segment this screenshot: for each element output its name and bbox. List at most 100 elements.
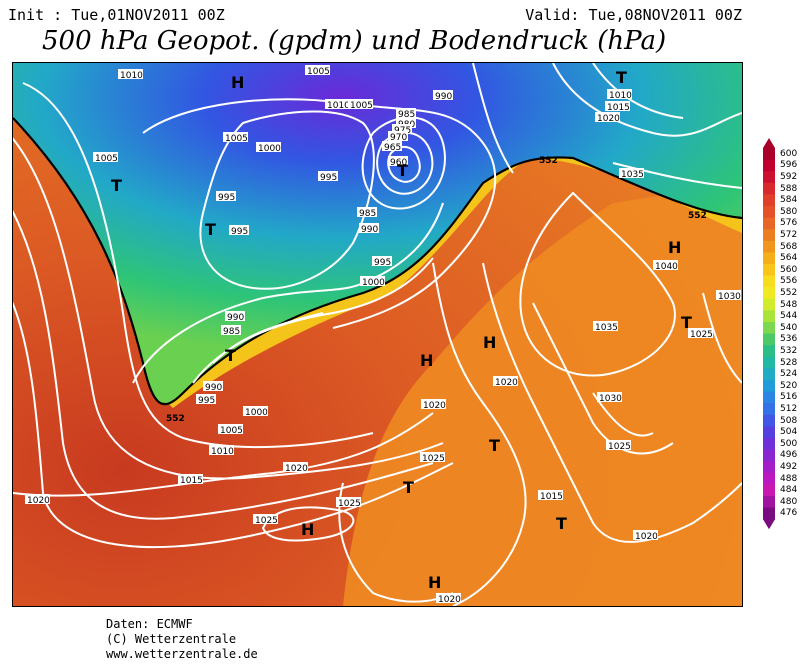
legend-swatch	[763, 252, 775, 265]
pressure-centres: H H H H H H T T T T T T T T T	[111, 68, 692, 592]
legend-label: 560	[780, 264, 798, 275]
map-title: 500 hPa Geopot. (gpdm) und Bodendruck (h…	[42, 26, 667, 56]
svg-text:995: 995	[218, 193, 235, 203]
label-1020-a: 1020	[283, 462, 308, 474]
svg-text:1035: 1035	[621, 170, 644, 180]
legend-label: 500	[780, 438, 798, 449]
label-1000-c: 1000	[360, 276, 385, 288]
cold-airmass	[13, 63, 742, 405]
svg-text:1005: 1005	[225, 134, 248, 144]
label-990-c: 990	[359, 223, 379, 235]
label-1015-c: 1015	[605, 101, 630, 113]
label-1035-a: 1035	[593, 321, 618, 333]
label-985-c: 985	[396, 108, 416, 120]
high-marker: H	[483, 333, 496, 352]
svg-text:1025: 1025	[422, 454, 445, 464]
label-1010-b: 1010	[209, 445, 234, 457]
legend-label: 564	[780, 253, 798, 264]
legend-swatch	[763, 206, 775, 219]
label-970-a: 970	[388, 131, 408, 143]
svg-text:995: 995	[198, 396, 215, 406]
low-marker: T	[489, 436, 500, 455]
label-1005-b: 1005	[223, 132, 248, 144]
label-1025-a: 1025	[336, 497, 361, 509]
legend-swatch	[763, 391, 775, 404]
label-552-b: 552	[688, 211, 707, 221]
label-1015-a: 1015	[178, 474, 203, 486]
svg-text:1010: 1010	[327, 101, 350, 111]
svg-text:1015: 1015	[607, 103, 630, 113]
legend-label: 536	[780, 334, 798, 345]
svg-text:1010: 1010	[609, 91, 632, 101]
legend-label: 496	[780, 450, 798, 461]
svg-text:1015: 1015	[180, 476, 203, 486]
svg-text:985: 985	[359, 209, 376, 219]
legend-bars	[763, 138, 775, 530]
label-1010-c: 1010	[607, 89, 632, 101]
svg-text:1000: 1000	[258, 144, 281, 154]
legend-label: 532	[780, 346, 798, 356]
legend-label: 512	[780, 404, 798, 414]
legend-swatch	[763, 461, 775, 474]
svg-text:995: 995	[231, 227, 248, 237]
svg-text:1020: 1020	[423, 401, 446, 411]
legend-label: 492	[780, 462, 798, 472]
svg-text:990: 990	[361, 225, 378, 235]
legend-label: 584	[780, 195, 798, 206]
svg-text:1020: 1020	[495, 378, 518, 388]
svg-text:970: 970	[390, 133, 407, 143]
isobar-labels: 1010 1005 1005 1000 995 995 990 985 990 …	[25, 65, 741, 605]
label-1005-d: 1005	[348, 99, 373, 111]
legend-swatch	[763, 368, 775, 381]
legend-label: 484	[780, 485, 798, 496]
svg-text:1005: 1005	[95, 154, 118, 164]
legend-label: 600	[780, 148, 798, 159]
init-time: Init : Tue,01NOV2011 00Z	[8, 6, 225, 24]
svg-text:1040: 1040	[655, 262, 678, 272]
legend-swatch	[763, 240, 775, 253]
label-960-a: 960	[388, 156, 408, 168]
label-1000-b: 1000	[243, 406, 268, 418]
label-552-c: 552	[166, 414, 185, 424]
label-1000-a: 1000	[256, 142, 281, 154]
label-552-a: 552	[539, 156, 558, 166]
legend-swatch	[763, 264, 775, 277]
low-marker: T	[681, 313, 692, 332]
legend-swatch	[763, 380, 775, 393]
contour-552	[13, 117, 742, 406]
label-1010-a: 1010	[118, 69, 143, 81]
label-990-b: 990	[203, 381, 223, 393]
svg-text:1025: 1025	[338, 499, 361, 509]
svg-text:995: 995	[374, 258, 391, 268]
isobars	[13, 63, 742, 606]
legend-arrow-top	[763, 138, 775, 148]
svg-text:1005: 1005	[307, 67, 330, 77]
low-marker: T	[616, 68, 627, 87]
legend-swatch	[763, 507, 775, 520]
low-marker: T	[397, 161, 408, 180]
label-1025-e: 1025	[688, 328, 713, 340]
valid-time: Valid: Tue,08NOV2011 00Z	[525, 6, 742, 24]
low-marker: T	[403, 478, 414, 497]
label-990-a: 990	[225, 311, 245, 323]
svg-text:1000: 1000	[245, 408, 268, 418]
svg-text:1020: 1020	[27, 496, 50, 506]
legend-swatch	[763, 148, 775, 161]
legend-swatch	[763, 194, 775, 207]
svg-text:960: 960	[390, 158, 407, 168]
legend-label: 580	[780, 206, 798, 217]
legend-swatch	[763, 426, 775, 439]
high-marker: H	[420, 351, 433, 370]
label-990-d: 990	[433, 90, 453, 102]
low-marker: T	[205, 220, 216, 239]
legend-swatch	[763, 171, 775, 184]
legend-label: 476	[780, 508, 798, 519]
label-1025-d: 1025	[606, 440, 631, 452]
svg-text:1020: 1020	[438, 595, 461, 605]
legend-label: 596	[780, 160, 798, 171]
legend-swatch	[763, 298, 775, 311]
label-1020-e: 1020	[633, 530, 658, 542]
low-marker: T	[111, 176, 122, 195]
high-marker: H	[428, 573, 441, 592]
label-1005-e: 1005	[305, 65, 330, 77]
